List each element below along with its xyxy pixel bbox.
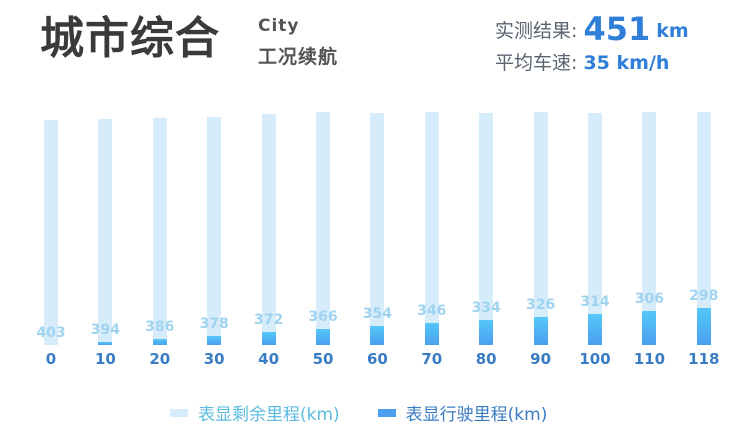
avg-speed-value: 35 km/h <box>583 52 670 74</box>
bar-remaining <box>152 118 167 345</box>
x-axis-label: 60 <box>366 350 388 368</box>
chart-legend: 表显剩余里程(km) 表显行驶里程(km) <box>170 400 585 425</box>
x-axis-label: 80 <box>475 350 497 368</box>
bar-value-label: 366 <box>308 309 338 325</box>
legend-swatch-remaining <box>170 408 188 417</box>
bar-driven <box>370 326 385 345</box>
x-axis-label: 30 <box>203 350 225 368</box>
bar-group: 386 <box>133 118 187 345</box>
bar-group: 378 <box>187 117 241 345</box>
bar-value-label: 394 <box>90 322 120 338</box>
bar-group: 394 <box>78 119 132 345</box>
bar-driven <box>642 311 657 345</box>
x-axis-label: 40 <box>258 350 280 368</box>
bar-remaining <box>44 120 58 345</box>
bar-value-label: 386 <box>145 319 175 335</box>
legend-label-remaining: 表显剩余里程(km) <box>198 405 340 425</box>
bar-group: 366 <box>296 112 350 345</box>
bar-remaining <box>98 119 113 345</box>
measured-label: 实测结果: <box>495 20 578 42</box>
x-axis-label: 70 <box>421 350 443 368</box>
x-axis-label: 0 <box>45 350 57 368</box>
bar-value-label: 334 <box>471 300 501 316</box>
bar-remaining <box>261 114 276 345</box>
bar-driven <box>424 323 439 345</box>
bar-value-label: 314 <box>580 294 610 310</box>
bar-driven <box>316 329 330 345</box>
bar-driven <box>261 332 276 345</box>
bar-group: 298 <box>677 112 731 345</box>
legend-label-driven: 表显行驶里程(km) <box>405 405 548 425</box>
bar-remaining <box>533 112 548 345</box>
bar-remaining <box>316 112 330 345</box>
bar-value-label: 298 <box>689 288 719 304</box>
x-axis-label: 118 <box>688 350 720 368</box>
measured-unit: km <box>656 20 689 42</box>
avg-speed-label: 平均车速: <box>495 52 578 74</box>
bar-group: 346 <box>405 112 459 345</box>
bar-group: 403 <box>24 120 78 345</box>
bar-driven <box>98 342 113 345</box>
bar-remaining <box>424 112 439 345</box>
bar-remaining <box>207 117 222 345</box>
title-english: City <box>258 16 300 36</box>
measured-value: 451 <box>583 10 651 48</box>
bar-driven <box>152 339 167 345</box>
bar-remaining <box>642 112 657 345</box>
bar-driven <box>588 314 602 345</box>
bar-group: 306 <box>622 112 676 345</box>
bar-group: 372 <box>242 114 296 345</box>
average-speed: 平均车速: 35 km/h <box>495 48 669 75</box>
legend-item-remaining: 表显剩余里程(km) <box>170 400 340 425</box>
bar-value-label: 403 <box>36 325 66 341</box>
bar-value-label: 346 <box>417 303 447 319</box>
x-axis-label: 100 <box>579 350 611 368</box>
page-title: 城市综合 <box>40 13 220 64</box>
bar-value-label: 372 <box>253 312 284 328</box>
bar-driven <box>479 320 494 345</box>
bar-driven <box>207 336 222 345</box>
legend-item-driven: 表显行驶里程(km) <box>377 400 548 425</box>
bar-value-label: 326 <box>525 297 556 313</box>
x-axis-label: 50 <box>312 350 334 368</box>
x-axis-label: 90 <box>530 350 552 368</box>
bar-group: 334 <box>459 113 513 345</box>
bar-remaining <box>588 113 602 345</box>
bar-driven <box>533 317 548 345</box>
page-subtitle: 工况续航 <box>258 46 339 68</box>
x-axis-label: 110 <box>633 350 666 368</box>
legend-swatch-driven <box>377 408 396 417</box>
bar-group: 314 <box>568 113 622 345</box>
bar-group: 326 <box>514 112 568 345</box>
bar-value-label: 306 <box>634 291 664 307</box>
bar-remaining <box>370 113 385 345</box>
bar-value-label: 354 <box>362 306 392 322</box>
bar-driven <box>696 308 711 345</box>
measured-result: 实测结果: 451 km <box>495 10 689 48</box>
bar-value-label: 378 <box>199 316 229 332</box>
x-axis-label: 10 <box>94 350 116 368</box>
bar-remaining <box>696 112 711 345</box>
bar-remaining <box>479 113 494 345</box>
x-axis-label: 20 <box>149 350 171 368</box>
bar-group: 354 <box>350 113 404 345</box>
